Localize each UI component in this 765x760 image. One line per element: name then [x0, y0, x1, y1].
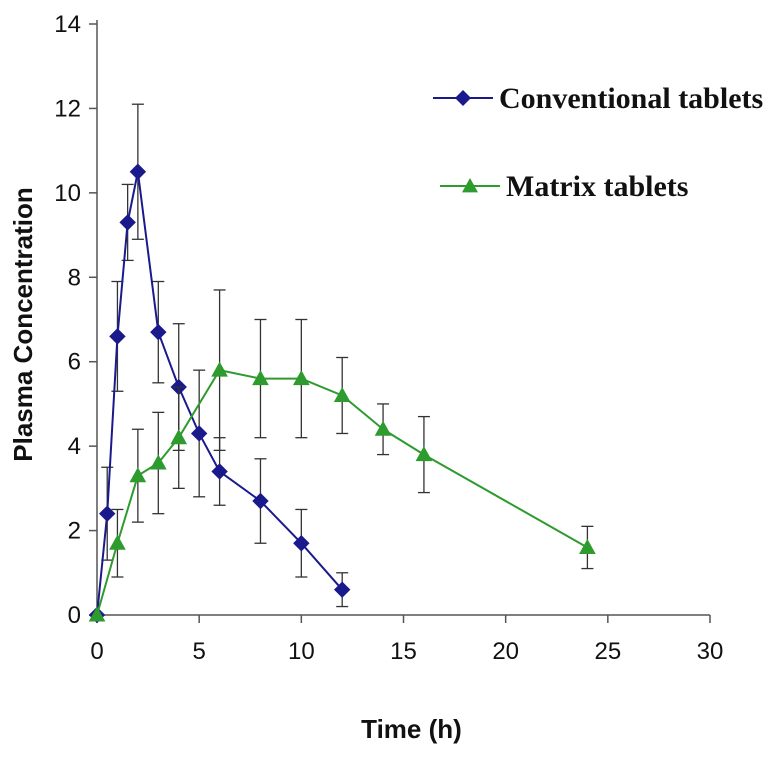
data-point	[579, 538, 596, 554]
data-point	[252, 492, 269, 510]
y-tick-label: 2	[68, 518, 81, 545]
x-tick-label: 15	[390, 638, 417, 665]
data-point	[333, 386, 351, 402]
data-point	[415, 446, 433, 462]
legend-item: Matrix tablets	[440, 170, 688, 203]
data-point	[190, 425, 208, 442]
data-point	[211, 463, 228, 480]
y-tick-label: 10	[54, 180, 81, 207]
x-tick-label: 10	[288, 638, 315, 665]
data-point	[211, 361, 228, 377]
legend-label: Conventional tablets	[499, 82, 763, 115]
x-tick-label: 25	[594, 638, 621, 665]
data-point	[109, 534, 126, 550]
series-line	[96, 171, 343, 616]
data-point	[129, 163, 147, 180]
y-tick-label: 12	[54, 95, 81, 122]
y-axis-title: Plasma Concentration	[8, 187, 38, 462]
x-tick-label: 20	[492, 638, 519, 665]
axes: 0 2 4 6 8 10 12 14 0 5 10 15 20 25 30	[54, 11, 723, 665]
legend: Conventional tablets Matrix tablets	[433, 82, 763, 203]
y-tick-label: 14	[54, 11, 81, 38]
y-tick-label: 6	[68, 349, 81, 376]
data-point	[129, 467, 147, 483]
legend-label: Matrix tablets	[506, 170, 688, 203]
data-point	[252, 370, 269, 386]
x-tick-label: 30	[697, 638, 724, 665]
y-tick-label: 8	[68, 264, 81, 291]
data-point	[293, 535, 310, 552]
series-layer	[88, 103, 596, 624]
data-point	[170, 429, 188, 445]
y-tick-label: 0	[68, 602, 81, 629]
data-point	[119, 214, 136, 231]
data-point	[149, 454, 167, 470]
data-point	[333, 581, 351, 598]
data-point	[109, 328, 126, 345]
y-tick-label: 4	[68, 433, 81, 460]
data-point	[292, 370, 310, 386]
data-point	[374, 420, 392, 436]
x-axis-title: Time (h)	[361, 714, 462, 744]
legend-marker	[455, 90, 471, 106]
data-point	[88, 606, 106, 622]
x-tick-label: 0	[90, 638, 103, 665]
series-matrix-tablets	[88, 289, 596, 622]
data-point	[150, 323, 167, 341]
x-tick-label: 5	[192, 638, 205, 665]
legend-item: Conventional tablets	[433, 82, 763, 115]
legend-marker	[462, 178, 478, 193]
data-point	[99, 505, 116, 522]
